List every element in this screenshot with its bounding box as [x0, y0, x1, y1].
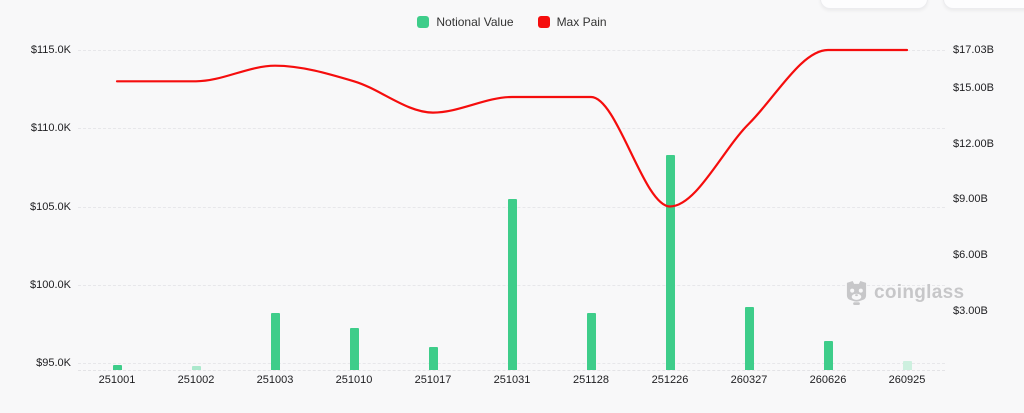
- bar-251017[interactable]: [428, 347, 438, 370]
- left-axis-tick: $110.0K: [30, 122, 71, 135]
- right-axis-tick: $15.00B: [953, 81, 994, 94]
- coinglass-watermark-text: coinglass: [874, 282, 965, 303]
- bar-251002[interactable]: [191, 365, 201, 370]
- gridline: [78, 50, 945, 51]
- right-axis-tick: $6.00B: [953, 249, 988, 262]
- x-axis-tick-260327: 260327: [730, 374, 768, 386]
- x-axis-tick-251017: 251017: [414, 374, 452, 386]
- max-pain-line[interactable]: [115, 48, 909, 208]
- left-axis-tick: $115.0K: [30, 44, 71, 56]
- x-axis-tick-260925: 260925: [888, 374, 926, 386]
- cropped-toolbar-button[interactable]: [943, 0, 1024, 9]
- bar-251003[interactable]: [270, 313, 280, 370]
- legend-label-notional-value: Notional Value: [436, 15, 514, 29]
- bar-260626[interactable]: [823, 340, 833, 370]
- bar-251010[interactable]: [349, 327, 359, 370]
- notional-value-swatch-icon: [417, 16, 430, 28]
- bar-260925[interactable]: [902, 361, 912, 370]
- cropped-toolbar-button[interactable]: [820, 0, 928, 9]
- x-axis-line: [78, 370, 945, 371]
- x-axis-tick-251128: 251128: [573, 374, 609, 386]
- chart-legend: Notional Value Max Pain: [0, 15, 1024, 29]
- legend-item-max-pain[interactable]: Max Pain: [537, 15, 607, 29]
- x-axis-tick-251010: 251010: [335, 374, 373, 386]
- bar-260327[interactable]: [744, 307, 754, 370]
- coinglass-watermark: coinglass: [845, 280, 964, 305]
- bar-251031[interactable]: [507, 199, 517, 370]
- x-axis-tick-260626: 260626: [809, 374, 847, 386]
- right-axis-tick: $12.00B: [953, 137, 994, 150]
- left-axis-tick: $95.0K: [36, 357, 71, 369]
- left-axis-tick: $105.0K: [30, 200, 71, 213]
- right-axis-tick: $3.00B: [953, 305, 988, 318]
- x-axis-tick-251226: 251226: [651, 374, 689, 386]
- bar-251226[interactable]: [665, 154, 675, 370]
- max-pain-swatch-icon: [537, 16, 550, 28]
- left-axis-tick: $100.0K: [30, 278, 71, 291]
- legend-label-max-pain: Max Pain: [556, 15, 607, 29]
- x-axis-tick-251002: 251002: [177, 374, 215, 386]
- right-axis-tick: $9.00B: [953, 193, 988, 206]
- right-axis-tick: $17.03B: [953, 43, 994, 56]
- bar-251128[interactable]: [586, 313, 596, 370]
- bar-251001[interactable]: [112, 365, 122, 370]
- x-axis-tick-251001: 251001: [98, 374, 136, 386]
- x-axis-tick-251031: 251031: [493, 374, 531, 386]
- coinglass-logo-icon: [846, 281, 867, 305]
- gridline: [78, 128, 945, 130]
- legend-item-notional-value[interactable]: Notional Value: [417, 15, 514, 29]
- x-axis-tick-251003: 251003: [256, 374, 294, 386]
